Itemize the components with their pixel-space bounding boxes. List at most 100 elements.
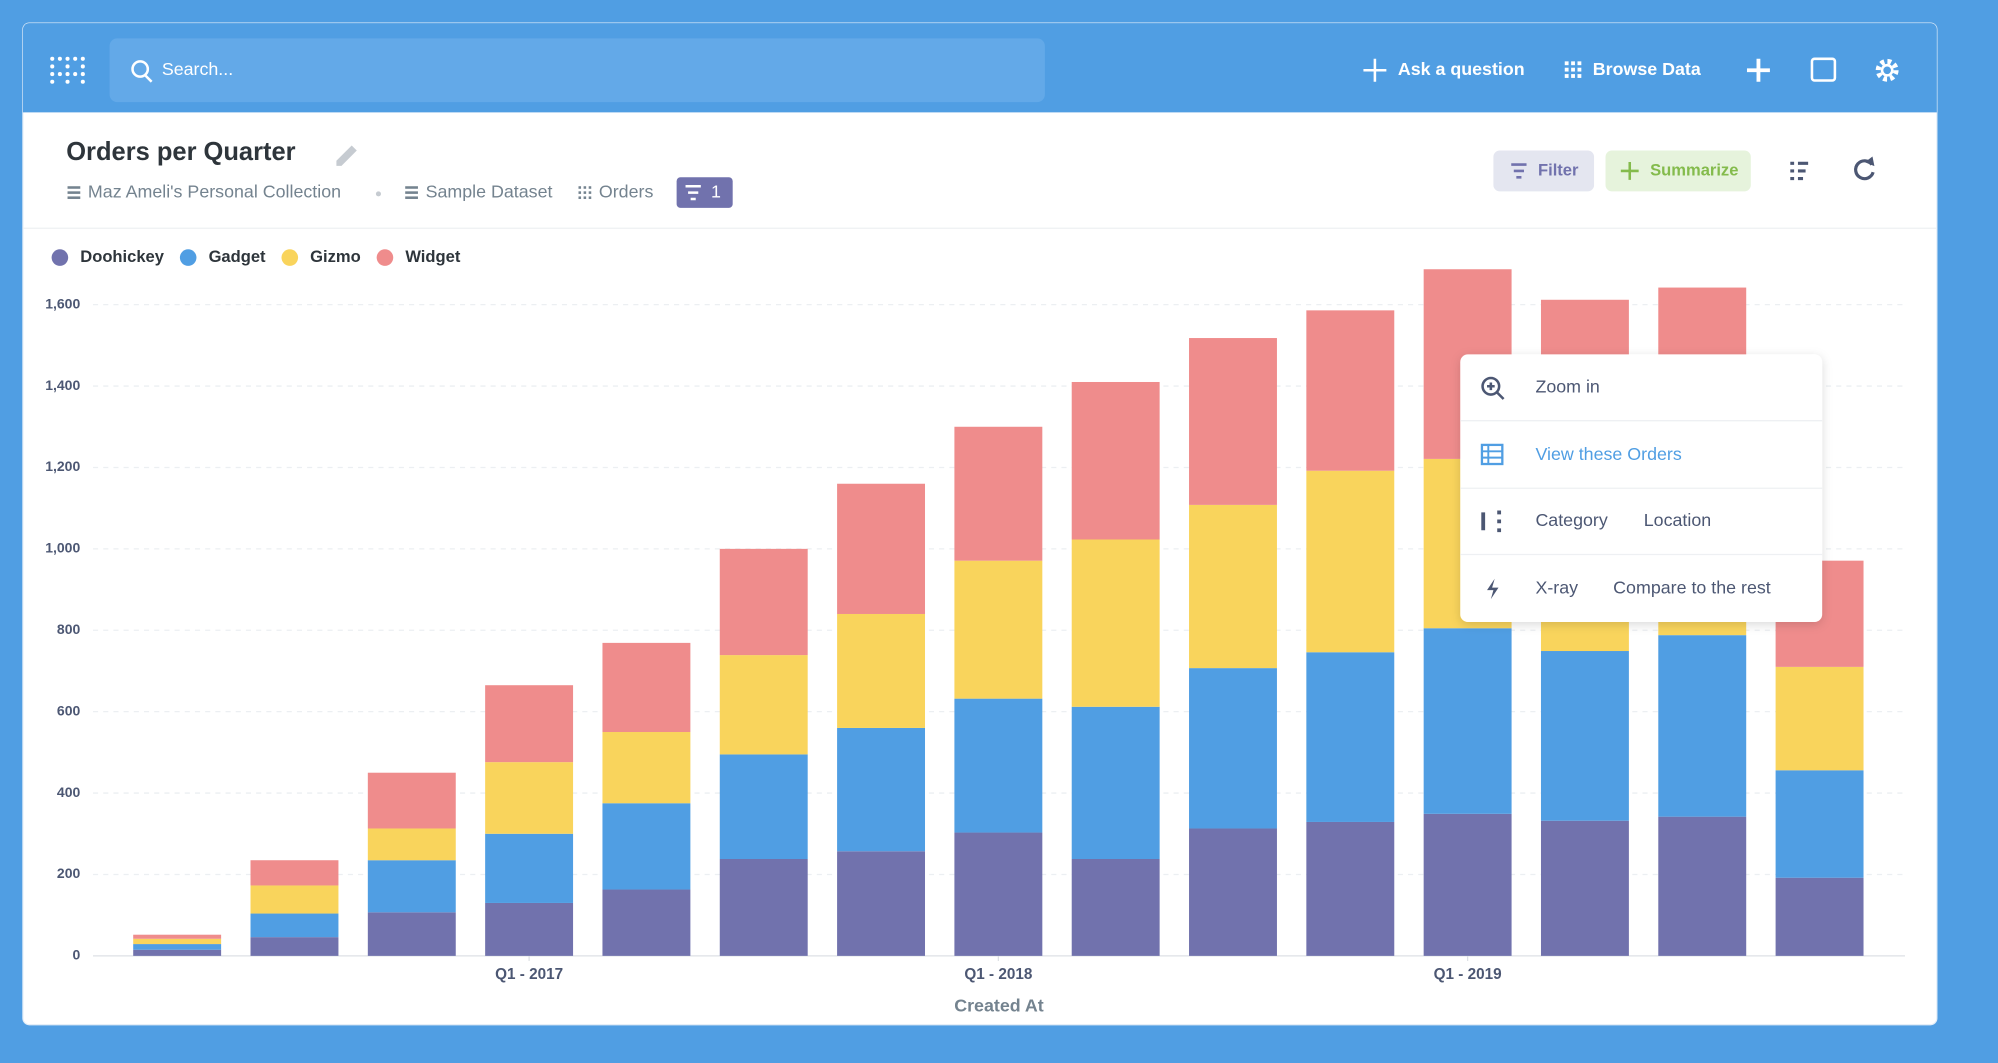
filter-label: Filter xyxy=(1538,160,1579,179)
bar-segment xyxy=(602,642,691,733)
sql-button[interactable] xyxy=(1810,57,1837,82)
sparkle-icon xyxy=(1363,58,1387,82)
bar-segment xyxy=(1658,635,1747,817)
y-tick-label: 1,400 xyxy=(45,377,80,393)
bar-segment xyxy=(602,732,691,804)
legend-swatch xyxy=(51,249,69,266)
bar-segment xyxy=(1775,877,1864,956)
bar-segment xyxy=(837,727,926,852)
y-tick-label: 1,600 xyxy=(45,295,80,311)
bar-segment xyxy=(719,754,808,860)
y-tick-label: 1,000 xyxy=(45,540,80,556)
legend-swatch xyxy=(179,249,197,266)
bar-segment xyxy=(719,548,808,656)
breakout-location[interactable]: Location xyxy=(1644,510,1711,530)
bar-segment xyxy=(133,949,222,956)
legend-label: Widget xyxy=(405,247,460,266)
bar-segment xyxy=(602,889,691,956)
bar-segment xyxy=(133,938,222,945)
grid-icon xyxy=(1564,61,1582,78)
x-tick-label: Q1 - 2019 xyxy=(1434,966,1502,983)
search-icon xyxy=(131,60,150,78)
bar-segment xyxy=(367,860,456,913)
bar-segment xyxy=(485,685,574,763)
legend-label: Doohickey xyxy=(80,247,164,266)
bar-segment xyxy=(1071,381,1160,540)
view-records[interactable]: View these Orders xyxy=(1535,444,1681,464)
zoom-icon xyxy=(1481,376,1501,396)
browse-data[interactable]: Browse Data xyxy=(1593,59,1702,79)
legend-swatch xyxy=(376,249,394,266)
search-placeholder: Search... xyxy=(162,59,233,79)
table-link[interactable]: Orders xyxy=(599,181,654,201)
bar-segment xyxy=(1423,628,1512,814)
x-tick-label: Q1 - 2017 xyxy=(495,966,563,983)
settings-toggle[interactable] xyxy=(1790,161,1809,181)
y-tick-label: 1,200 xyxy=(45,458,80,474)
logo[interactable] xyxy=(50,56,85,84)
zoom-in[interactable]: Zoom in xyxy=(1535,376,1599,396)
bar-segment xyxy=(485,833,574,903)
database-icon xyxy=(405,186,418,199)
x-axis-title: Created At xyxy=(954,996,1044,1016)
bar-segment xyxy=(250,860,339,886)
bar-segment xyxy=(1775,666,1864,771)
bar-segment xyxy=(1071,859,1160,956)
legend-label: Gadget xyxy=(209,247,266,266)
filter-badge-icon xyxy=(685,184,701,201)
collection-link[interactable]: Maz Ameli's Personal Collection xyxy=(88,181,341,201)
bar-segment xyxy=(250,885,339,914)
bar-segment xyxy=(1189,668,1277,829)
search-box[interactable] xyxy=(109,38,1045,103)
settings-button[interactable] xyxy=(1875,58,1899,82)
bar-segment xyxy=(367,828,456,861)
y-tick-label: 200 xyxy=(57,865,81,881)
bar-segment xyxy=(1189,338,1277,505)
bar-segment xyxy=(250,913,339,938)
collection-icon xyxy=(67,186,81,199)
summarize-button[interactable] xyxy=(1605,150,1751,192)
compare[interactable]: Compare to the rest xyxy=(1613,578,1771,598)
bar-segment xyxy=(837,613,926,728)
bolt-icon xyxy=(1487,578,1499,600)
bar-segment xyxy=(954,832,1043,956)
xray[interactable]: X-ray xyxy=(1535,578,1578,598)
bar-segment xyxy=(954,560,1043,699)
bar-segment xyxy=(837,851,926,956)
filter-button[interactable] xyxy=(1493,150,1595,192)
bar-segment xyxy=(719,655,808,755)
edit-icon[interactable] xyxy=(336,145,357,166)
breakout-category[interactable]: Category xyxy=(1535,510,1607,530)
bar-segment xyxy=(954,698,1043,833)
bar-segment xyxy=(485,902,574,956)
filter-badge[interactable] xyxy=(676,177,733,208)
bar-segment xyxy=(485,762,574,834)
new-button[interactable] xyxy=(1746,58,1770,82)
bar-segment xyxy=(1540,820,1629,956)
question-title: Orders per Quarter xyxy=(66,138,295,166)
database-link[interactable]: Sample Dataset xyxy=(426,181,553,201)
ask-question[interactable]: Ask a question xyxy=(1398,59,1525,79)
bar-segment xyxy=(1306,470,1395,653)
bar-segment xyxy=(837,483,926,614)
bar-segment xyxy=(1540,651,1629,821)
summarize-label: Summarize xyxy=(1650,160,1738,179)
legend-swatch xyxy=(281,249,299,266)
zoom-icon xyxy=(1487,382,1505,400)
filter-count: 1 xyxy=(711,181,721,201)
bar-segment xyxy=(367,912,456,956)
y-tick-label: 0 xyxy=(72,947,80,963)
bar-segment xyxy=(954,426,1043,561)
bar-segment xyxy=(1306,821,1395,956)
bar-segment xyxy=(1306,652,1395,822)
settings-button xyxy=(1880,63,1894,77)
y-tick-label: 400 xyxy=(57,784,81,800)
y-tick-label: 800 xyxy=(57,621,81,637)
bar-segment xyxy=(1658,816,1747,956)
bar-segment xyxy=(250,937,339,956)
legend-label: Gizmo xyxy=(310,247,361,266)
bar-segment xyxy=(1071,539,1160,707)
bar-segment xyxy=(1189,828,1277,956)
y-tick-label: 600 xyxy=(57,702,81,718)
